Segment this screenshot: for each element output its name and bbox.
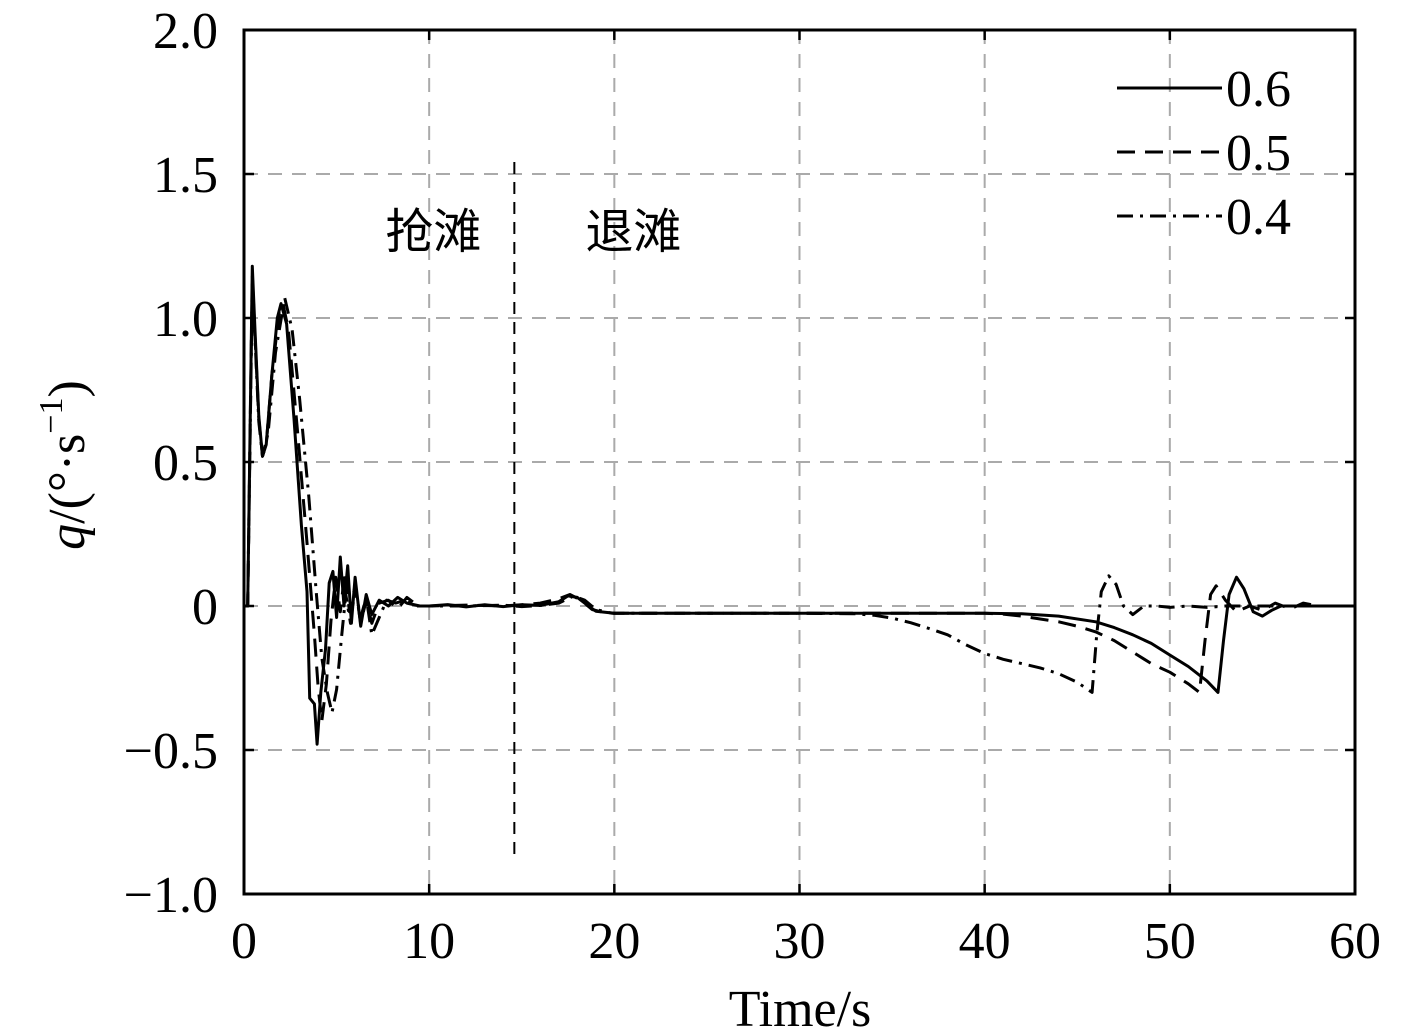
x-tick-label: 50 xyxy=(1144,913,1196,970)
y-tick-label: 0.5 xyxy=(153,435,218,492)
x-axis-label: Time/s xyxy=(729,981,872,1035)
y-tick-label: 1.5 xyxy=(153,147,218,204)
x-tick-label: 30 xyxy=(774,913,826,970)
legend: 0.6 0.5 0.4 xyxy=(1117,61,1291,246)
series-line-0-6 xyxy=(244,264,1355,746)
x-tick-label: 10 xyxy=(403,913,455,970)
y-axis-label-unit: /(°·s xyxy=(39,434,96,524)
axis-ticks xyxy=(242,28,1357,896)
y-axis-tick-labels: −1.0 −0.5 0 0.5 1.0 1.5 2.0 xyxy=(124,3,218,924)
y-tick-label: −0.5 xyxy=(124,723,218,780)
y-axis-label: q/(°·s−1) xyxy=(33,380,96,550)
annotations: 抢滩 退滩 xyxy=(385,206,681,259)
y-axis-label-exponent: −1 xyxy=(33,398,70,434)
phase-label-rush: 抢滩 xyxy=(385,206,481,259)
y-axis-label-symbol: q xyxy=(39,524,96,550)
series-layer xyxy=(244,264,1355,746)
x-tick-label: 60 xyxy=(1329,913,1381,970)
y-tick-label: 1.0 xyxy=(153,291,218,348)
x-axis-tick-labels: 0 10 20 30 40 50 60 xyxy=(231,913,1381,970)
y-axis-label-close: ) xyxy=(39,380,96,397)
legend-label: 0.5 xyxy=(1226,125,1291,182)
x-tick-label: 20 xyxy=(588,913,640,970)
grid xyxy=(244,30,1355,894)
legend-label: 0.6 xyxy=(1226,61,1291,118)
y-tick-label: −1.0 xyxy=(124,867,218,924)
legend-label: 0.4 xyxy=(1226,189,1291,246)
y-tick-label: 0 xyxy=(192,579,218,636)
x-tick-label: 0 xyxy=(231,913,257,970)
phase-label-retreat: 退滩 xyxy=(585,206,681,259)
x-tick-label: 40 xyxy=(959,913,1011,970)
y-tick-label: 2.0 xyxy=(153,3,218,60)
